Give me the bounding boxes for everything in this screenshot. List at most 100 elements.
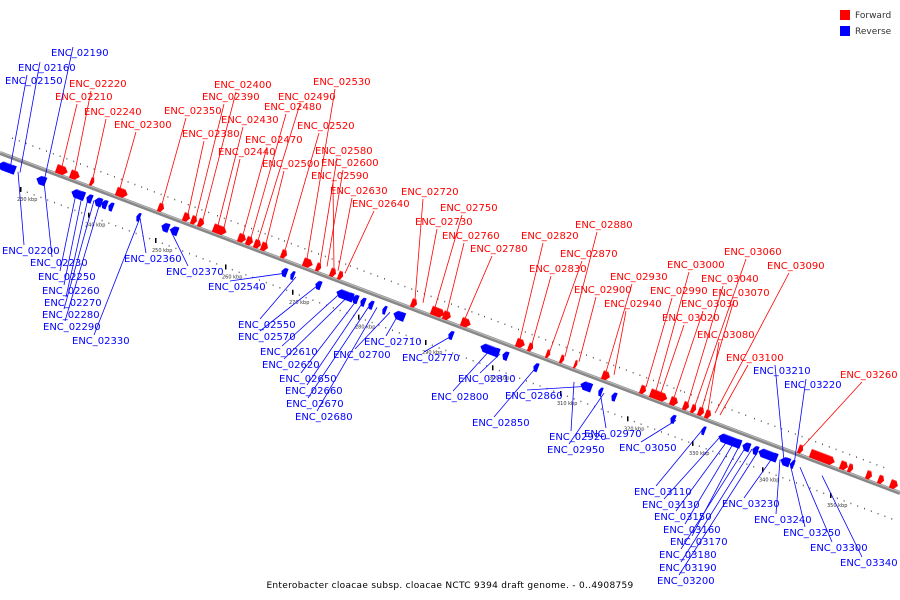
leader-line — [719, 364, 749, 416]
minor-tick — [244, 225, 246, 227]
leader-line — [202, 91, 237, 220]
forward-gene — [544, 348, 551, 359]
gene-shade — [282, 266, 287, 269]
minor-tick — [397, 283, 399, 285]
forward-gene-body — [441, 310, 451, 321]
reverse-gene-body — [336, 289, 355, 303]
reverse-gene-body — [368, 300, 375, 310]
minor-tick — [356, 267, 358, 270]
minor-tick — [86, 165, 88, 168]
gene-label: ENC_02400 — [214, 80, 272, 91]
minor-tick — [459, 354, 460, 357]
minor-tick — [12, 137, 13, 140]
gene-label: ENC_02190 — [51, 48, 109, 59]
minor-tick — [182, 250, 184, 252]
gene-label: ENC_02520 — [297, 121, 355, 132]
reverse-gene — [136, 211, 142, 222]
leader-line — [793, 378, 807, 466]
reverse-gene-body — [360, 297, 367, 307]
reverse-gene-body — [502, 351, 510, 361]
forward-gene — [88, 176, 95, 187]
minor-tick — [552, 341, 553, 344]
minor-tick — [230, 220, 232, 222]
minor-tick — [419, 339, 421, 342]
reverse-gene — [758, 446, 779, 463]
forward-gene — [279, 248, 288, 259]
tick-label: 300 kbp — [489, 375, 509, 381]
gene-label: ENC_03200 — [657, 576, 715, 587]
legend-label-reverse: Reverse — [855, 27, 892, 37]
gene-label: ENC_02940 — [604, 299, 662, 310]
minor-tick — [625, 369, 627, 371]
minor-tick — [553, 390, 555, 392]
leader-line — [306, 301, 364, 386]
gene-shade — [575, 358, 578, 361]
minor-tick — [726, 455, 727, 458]
tick-label: 240 kbp — [85, 223, 105, 229]
leader-line — [564, 231, 598, 357]
legend: Forward Reverse — [840, 10, 892, 37]
leader-line — [65, 198, 89, 298]
leader-line — [789, 463, 806, 528]
gene-label: ENC_03100 — [726, 353, 784, 364]
forward-gene — [796, 443, 804, 454]
forward-gene — [703, 408, 712, 419]
leader-line — [257, 103, 301, 241]
reverse-gene-body — [0, 161, 17, 175]
gene-shade — [95, 195, 101, 199]
forward-gene-body — [681, 400, 690, 411]
forward-gene-body — [696, 406, 705, 417]
minor-tick — [26, 191, 28, 194]
minor-tick — [100, 170, 102, 173]
minor-tick — [371, 321, 373, 324]
leader-line — [599, 391, 607, 429]
gene-shade — [706, 408, 711, 412]
leader-line — [687, 285, 724, 404]
reverse-gene — [598, 385, 604, 397]
leader-line — [337, 197, 353, 271]
leader-line — [187, 140, 205, 215]
minor-tick — [705, 448, 707, 450]
minor-tick — [216, 263, 218, 265]
minor-tick — [768, 471, 770, 474]
leader-line — [434, 214, 463, 308]
leader-line — [701, 299, 735, 409]
tick-label: 310 kbp — [557, 401, 577, 407]
tick-mark — [20, 187, 22, 192]
minor-tick — [532, 382, 534, 385]
minor-tick — [153, 191, 155, 193]
minor-tick — [114, 176, 115, 178]
forward-gene-body — [572, 359, 578, 369]
minor-tick — [775, 474, 777, 476]
forward-gene-body — [648, 388, 668, 402]
minor-tick — [653, 379, 654, 382]
minor-tick — [558, 344, 560, 346]
minor-tick — [864, 507, 865, 510]
leader-line — [217, 126, 244, 226]
forward-gene-body — [838, 460, 848, 471]
gene-shade — [361, 296, 366, 299]
forward-gene — [459, 316, 471, 328]
forward-gene-body — [864, 469, 873, 480]
leader-line — [673, 310, 704, 398]
minor-tick — [338, 260, 340, 263]
gene-shade — [547, 348, 551, 351]
gene-shade — [599, 385, 603, 389]
leader-line — [655, 271, 690, 391]
minor-tick — [431, 344, 433, 347]
reverse-gene-body — [382, 305, 388, 315]
minor-tick — [579, 351, 581, 354]
reverse-gene-body — [170, 226, 180, 237]
minor-tick — [659, 382, 661, 384]
leader-line — [613, 310, 627, 376]
minor-tick — [305, 296, 307, 299]
minor-tick — [59, 155, 61, 158]
label-layer: ENC_02210 ENC_02220 ENC_02240 ENC_02300 ENC_… — [2, 46, 898, 587]
minor-tick — [378, 324, 380, 326]
minor-tick — [688, 441, 690, 443]
minor-tick — [81, 212, 83, 214]
forward-gene-body — [796, 444, 804, 454]
leader-line — [307, 304, 371, 399]
gene-label: ENC_02230 — [30, 258, 88, 269]
